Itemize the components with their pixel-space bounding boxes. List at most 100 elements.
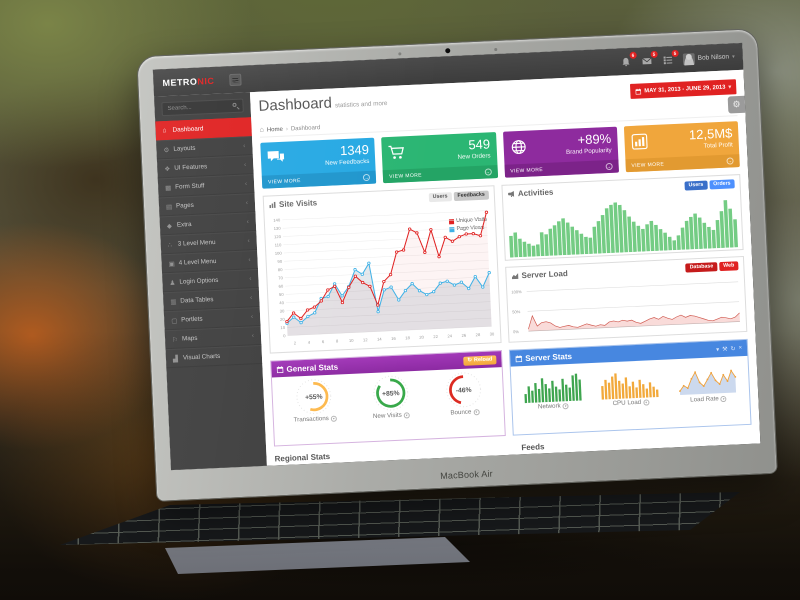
sidebar-item-label: Login Options bbox=[179, 276, 219, 286]
notification-button[interactable]: 5 bbox=[661, 49, 679, 67]
sidebar-item-label: Data Tables bbox=[180, 296, 214, 305]
circle-chevron-icon[interactable]: ▾ bbox=[643, 398, 650, 406]
chevron-down-icon[interactable]: ▾ bbox=[716, 346, 720, 353]
server-load-panel: Server Load Database Web 100% 50% 0% bbox=[505, 255, 748, 343]
regional-stats-title: Regional Stats bbox=[274, 451, 331, 464]
search-icon[interactable] bbox=[232, 102, 237, 108]
arrow-circle-icon: → bbox=[726, 157, 734, 165]
briefcase-icon: ▤ bbox=[165, 203, 173, 211]
sidebar-item-label: Maps bbox=[181, 334, 198, 343]
stat-value: +89% bbox=[577, 130, 612, 148]
notification-badge: 6 bbox=[629, 51, 637, 59]
orders-button[interactable]: Orders bbox=[709, 178, 735, 189]
activities-title: Activities bbox=[508, 187, 554, 198]
refresh-icon[interactable]: ↻ bbox=[730, 345, 736, 353]
users-button[interactable]: Users bbox=[428, 191, 452, 202]
server-stats-header: Server Stats ▾ ⚒ ↻ × bbox=[509, 339, 748, 367]
svg-text:10: 10 bbox=[280, 325, 286, 330]
knob-bounce: -46% Bounce ▾ bbox=[444, 370, 484, 417]
user-icon: ♟ bbox=[169, 279, 176, 287]
svg-text:+85%: +85% bbox=[382, 390, 400, 398]
svg-text:2: 2 bbox=[294, 340, 297, 345]
svg-text:30: 30 bbox=[280, 308, 286, 313]
chevron-down-icon: ▾ bbox=[731, 53, 735, 60]
svg-text:90: 90 bbox=[277, 259, 283, 264]
circle-chevron-icon[interactable]: ▾ bbox=[330, 415, 337, 422]
site-visits-header: Site Visits Users Feedbacks bbox=[264, 186, 494, 212]
area-chart-icon bbox=[511, 272, 519, 279]
theme-settings-button[interactable]: ⚙ bbox=[727, 95, 746, 114]
topbar-right: 6 5 5 Bob Nilson ▾ bbox=[619, 49, 743, 69]
app-logo[interactable]: METRONIC bbox=[153, 75, 214, 88]
general-stats-panel: General Stats ↻ Reload +55% Transactions ▾… bbox=[270, 350, 506, 447]
notification-button[interactable]: 6 bbox=[619, 51, 637, 69]
sidebar-toggle-button[interactable] bbox=[229, 73, 242, 87]
svg-text:22: 22 bbox=[433, 334, 439, 339]
breadcrumb-home-link[interactable]: Home bbox=[266, 126, 284, 133]
circle-chevron-icon[interactable]: ▾ bbox=[562, 402, 569, 409]
user-menu[interactable]: Bob Nilson ▾ bbox=[682, 51, 735, 66]
logo-accent: NIC bbox=[197, 75, 215, 87]
metronic-dashboard: METRONIC 6 5 5 Bob Nilson ▾ bbox=[152, 42, 761, 471]
feedbacks-button[interactable]: Feedbacks bbox=[453, 189, 490, 201]
site-visits-chart: Unique Visits Page Views 0 10 20 30 40 50 60 70 8… bbox=[268, 204, 498, 348]
sidebar-item-label: 3 Level Menu bbox=[177, 238, 216, 248]
chevron-icon: ‹ bbox=[250, 313, 254, 321]
database-button[interactable]: Database bbox=[685, 261, 718, 273]
home-icon: ⌂ bbox=[259, 126, 265, 134]
server-load-header: Server Load Database Web bbox=[506, 257, 743, 284]
mini-chart-label: CPU Load bbox=[612, 398, 642, 408]
circle-chevron-icon[interactable]: ▾ bbox=[720, 395, 727, 402]
logo-primary: METRO bbox=[162, 76, 198, 88]
calendar-icon bbox=[276, 365, 284, 373]
chart-icon: ▟ bbox=[172, 355, 179, 363]
page-subtitle: statistics and more bbox=[334, 99, 388, 110]
sidebar-item-label: Extra bbox=[176, 221, 192, 229]
stat-card-brand-popularity: +89% Brand Popularity VIEW MORE → bbox=[502, 126, 619, 178]
notification-button[interactable]: 5 bbox=[640, 50, 658, 68]
calendar-icon bbox=[635, 88, 642, 95]
svg-text:16: 16 bbox=[391, 336, 397, 341]
svg-text:120: 120 bbox=[274, 234, 282, 239]
svg-text:8: 8 bbox=[336, 338, 339, 343]
stat-value: 1349 bbox=[339, 141, 370, 159]
server-load-title: Server Load bbox=[511, 268, 568, 280]
activities-buttons: Users Orders bbox=[684, 178, 735, 191]
server-stats-title: Server Stats bbox=[515, 351, 572, 363]
circle-chevron-icon[interactable]: ▾ bbox=[473, 408, 480, 415]
general-stats-title: General Stats bbox=[276, 362, 338, 374]
svg-text:40: 40 bbox=[279, 300, 285, 305]
sidebar-item-visual-charts[interactable]: ▟ Visual Charts bbox=[165, 344, 263, 369]
web-button[interactable]: Web bbox=[719, 260, 739, 271]
user-name: Bob Nilson bbox=[697, 53, 730, 62]
screen-display: METRONIC 6 5 5 Bob Nilson ▾ bbox=[152, 42, 761, 471]
wrench-icon[interactable]: ⚒ bbox=[722, 346, 728, 353]
bullhorn-icon bbox=[508, 190, 515, 197]
svg-text:18: 18 bbox=[405, 335, 411, 340]
stat-label: New Orders bbox=[457, 152, 491, 161]
svg-text:100%: 100% bbox=[511, 289, 522, 294]
bookmark-icon: ❖ bbox=[164, 165, 171, 173]
svg-text:100: 100 bbox=[275, 251, 283, 256]
server-load-chart: 100% 50% 0% bbox=[511, 274, 742, 338]
stat-card-new-feedbacks: 1349 New Feedbacks VIEW MORE → bbox=[260, 137, 377, 189]
mini-chart-cpu-load: CPU Load ▾ bbox=[600, 364, 660, 408]
refresh-icon: ↻ bbox=[467, 357, 473, 364]
mini-chart-label: Transactions bbox=[293, 414, 329, 424]
site-visits-title: Site Visits bbox=[269, 198, 317, 209]
svg-text:4: 4 bbox=[308, 340, 311, 345]
globe-icon bbox=[509, 136, 528, 163]
sidebar-search bbox=[161, 98, 244, 117]
main-content: ⚙ Dashboard statistics and more MAY 31, 2… bbox=[249, 69, 761, 468]
svg-text:14: 14 bbox=[377, 336, 383, 341]
svg-text:60: 60 bbox=[279, 284, 285, 289]
close-icon[interactable]: × bbox=[738, 344, 743, 351]
reload-button[interactable]: ↻ Reload bbox=[463, 354, 497, 366]
stats-row: General Stats ↻ Reload +55% Transactions ▾… bbox=[270, 338, 752, 447]
date-range-picker[interactable]: MAY 31, 2013 - JUNE 29, 2013 ▾ bbox=[629, 79, 737, 99]
users-button[interactable]: Users bbox=[684, 180, 708, 191]
mini-chart-label: Bounce bbox=[450, 408, 472, 417]
search-input[interactable] bbox=[162, 99, 243, 116]
circle-chevron-icon[interactable]: ▾ bbox=[403, 411, 410, 419]
